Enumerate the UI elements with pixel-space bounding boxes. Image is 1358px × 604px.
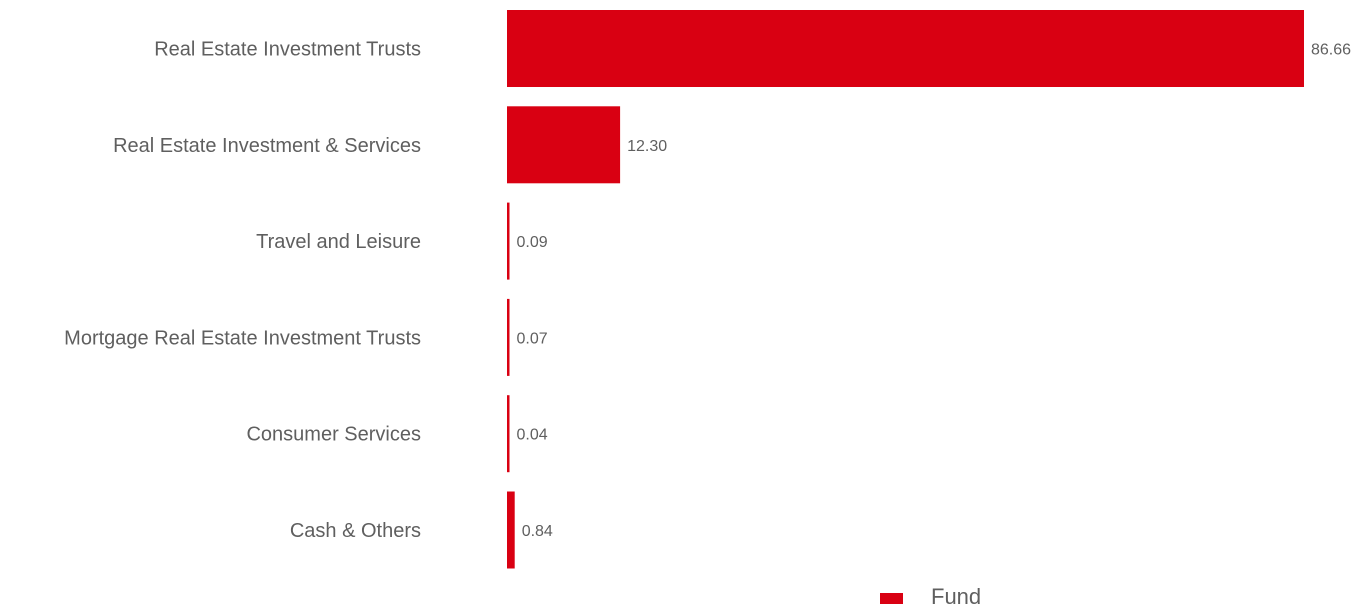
category-label-3: Mortgage Real Estate Investment Trusts	[64, 327, 421, 349]
value-label-5: 0.84	[522, 523, 553, 540]
value-label-4: 0.04	[517, 427, 548, 444]
bar-4	[507, 395, 510, 473]
legend-swatch	[880, 593, 903, 604]
category-label-0: Real Estate Investment Trusts	[154, 39, 421, 61]
category-label-2: Travel and Leisure	[256, 231, 421, 253]
category-label-1: Real Estate Investment & Services	[113, 135, 421, 157]
category-label-4: Consumer Services	[246, 424, 421, 446]
bars-layer	[507, 10, 1304, 569]
category-label-5: Cash & Others	[290, 520, 421, 542]
value-label-3: 0.07	[517, 330, 548, 347]
value-label-0: 86.66	[1311, 42, 1351, 59]
legend-label: Fund	[931, 584, 981, 604]
bar-0	[507, 10, 1304, 87]
bar-5	[507, 491, 515, 569]
bar-3	[507, 298, 510, 376]
legend: Fund	[880, 584, 981, 604]
bar-1	[507, 106, 621, 184]
labels-layer: Real Estate Investment Trusts 86.66 Real E…	[64, 39, 1351, 543]
value-label-1: 12.30	[627, 138, 667, 155]
value-label-2: 0.09	[517, 234, 548, 251]
bar-2	[507, 202, 510, 280]
